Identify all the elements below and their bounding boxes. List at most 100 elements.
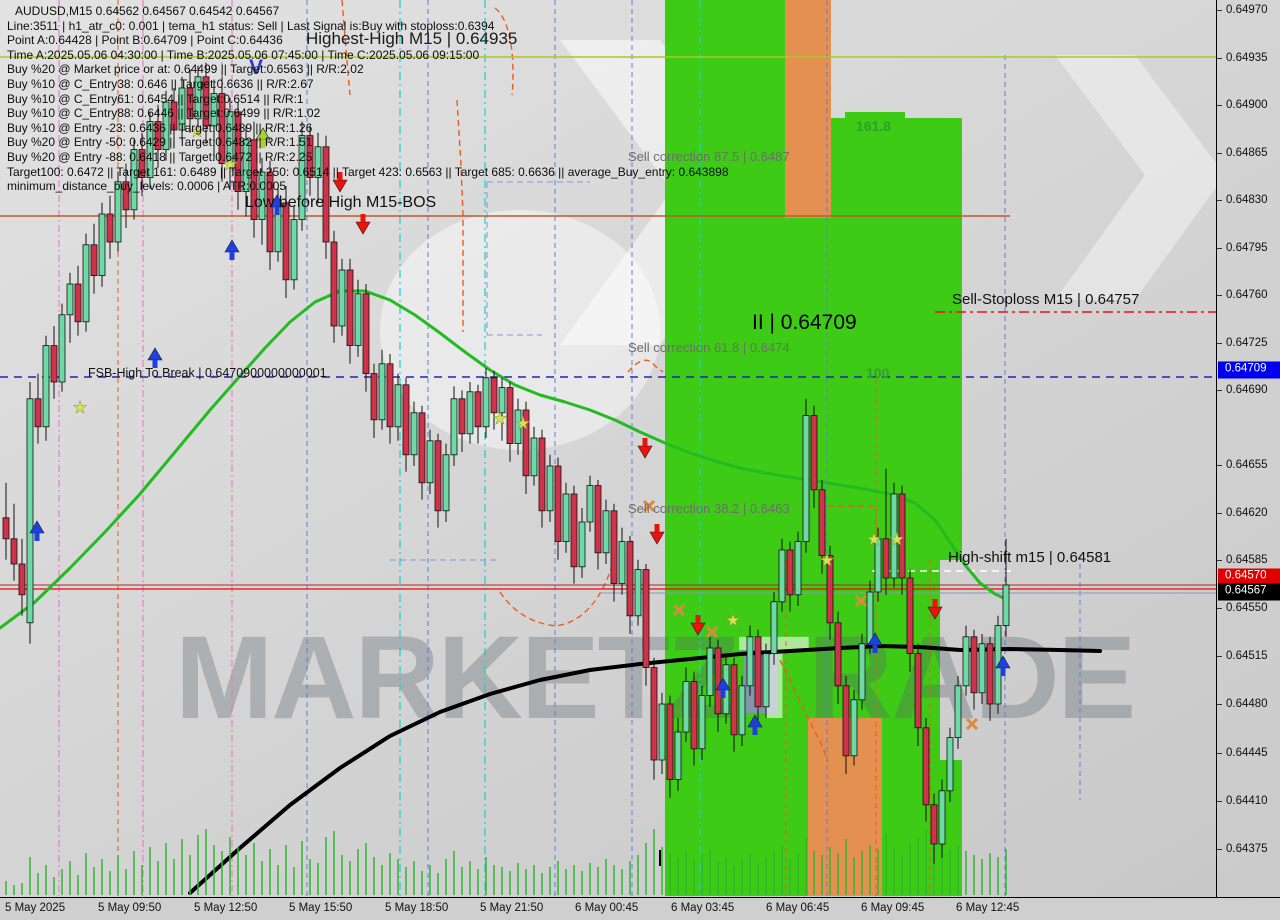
candle-bear — [282, 202, 290, 281]
candle-bull — [162, 101, 170, 150]
chart-canvas[interactable]: MARKETZTRADE★★★★★★★★★ Highest-High M15 |… — [0, 0, 1216, 897]
price-tick-label: 0.64865 — [1226, 147, 1268, 159]
candle-bear — [898, 493, 906, 579]
candle-bear — [690, 681, 698, 750]
time-tick-label: 6 May 09:45 — [861, 902, 925, 914]
candle-bull — [290, 219, 298, 281]
fib-zone — [665, 0, 785, 896]
candlestick-chart[interactable]: MARKETZTRADE★★★★★★★★★ — [0, 0, 1216, 897]
fsb-high-label: FSB-High To Break | 0.6470900000000001 — [88, 366, 327, 380]
ma-slow-line — [188, 644, 1102, 895]
candle-bull — [226, 111, 234, 165]
candle-bear — [906, 577, 914, 654]
candle-bull — [314, 146, 322, 179]
buy-arrow-stem — [274, 207, 280, 215]
info-line: Buy %10 @ Entry -23: 0.6436 || Target:0.… — [7, 120, 313, 135]
range-tick-mark — [659, 850, 661, 866]
candle-bear — [914, 653, 922, 729]
stop-trail-dash-line — [494, 7, 514, 96]
candle-bull — [618, 541, 626, 584]
candle-bull — [442, 454, 450, 512]
bg-sheen — [380, 210, 660, 450]
close-signal-x-icon — [965, 717, 979, 731]
price-tick-label: 0.64795 — [1226, 242, 1268, 254]
star-signal-icon: ★ — [725, 611, 740, 630]
price-tick-mark — [1217, 656, 1222, 657]
candle-bull — [978, 643, 986, 694]
info-line: Point A:0.64428 | Point B:0.64709 | Poin… — [7, 33, 283, 48]
price-tick-label: 0.64935 — [1226, 52, 1268, 64]
info-line: Buy %20 @ Entry -50: 0.6429 || Target:0.… — [7, 135, 313, 150]
candle-bear — [474, 391, 482, 428]
high-shift-label: High-shift m15 | 0.64581 — [948, 549, 1112, 566]
candle-bear — [362, 293, 370, 374]
candle-bear — [330, 241, 338, 327]
candle-bull — [338, 269, 346, 327]
sell-arrow-stem — [654, 524, 660, 532]
candle-bear — [322, 146, 330, 243]
candle-bull — [378, 363, 386, 421]
candle-bear — [50, 345, 58, 383]
price-tick-label: 0.64690 — [1226, 384, 1268, 396]
star-signal-icon: ★ — [222, 155, 237, 174]
candle-bull — [450, 398, 458, 456]
price-tick-label: 0.64655 — [1226, 459, 1268, 471]
candle-bull — [746, 636, 754, 687]
price-tick-label: 0.64445 — [1226, 747, 1268, 759]
candle-bear — [882, 538, 890, 579]
candle-bear — [922, 727, 930, 806]
fib-zone — [785, 0, 831, 218]
candle-bull — [778, 549, 786, 603]
time-tick-label: 5 May 18:50 — [385, 902, 449, 914]
sell-arrow-stem — [932, 599, 938, 607]
candle-bear — [986, 643, 994, 705]
buy-arrow-stem — [752, 727, 758, 735]
buy-arrow-stem — [720, 690, 726, 698]
star-signal-icon: ★ — [492, 409, 507, 428]
info-line: Buy %20 @ Entry -88: 0.6418 || Target:0.… — [7, 149, 313, 164]
price-tick-mark — [1217, 390, 1222, 391]
star-signal-icon: ★ — [189, 122, 204, 141]
candle-bull — [354, 293, 362, 346]
stop-trail-dash-line — [627, 359, 664, 373]
price-axis[interactable]: 0.64570 0.64567 0.64709 0.64970 0.64935 0.… — [1216, 0, 1280, 897]
price-tick-mark — [1217, 105, 1222, 106]
candle-bear — [386, 363, 394, 428]
info-line: Buy %10 @ C_Entry88: 0.6446 || Target:0.… — [7, 106, 321, 121]
star-signal-icon: ★ — [819, 551, 834, 570]
price-tick-mark — [1217, 849, 1222, 850]
candle-bear — [730, 664, 738, 736]
symbol-ohlc-title: AUDUSD,M15 0.64562 0.64567 0.64542 0.645… — [15, 4, 280, 18]
candle-bear — [370, 373, 378, 421]
candle-bull — [562, 493, 570, 542]
price-tick-mark — [1217, 58, 1222, 59]
candle-bear — [506, 387, 514, 445]
fib-100-label: 100 — [866, 365, 890, 381]
fib-zone — [845, 112, 905, 122]
candle-bull — [762, 653, 770, 708]
candle-bull — [946, 737, 954, 792]
info-line: Buy %10 @ C_Entry38: 0.646 || Target:0.6… — [7, 76, 314, 91]
stop-trail-dash-line — [779, 659, 829, 763]
big-level-label: II | 0.64709 — [752, 311, 857, 334]
candle-bear — [138, 149, 146, 179]
candle-bear — [10, 538, 18, 565]
price-tick-label: 0.64970 — [1226, 4, 1268, 16]
time-axis[interactable]: 5 May 2025 5 May 09:50 5 May 12:50 5 May 15… — [0, 897, 1280, 920]
price-tick-mark — [1217, 200, 1222, 201]
sell-stoploss-label: Sell-Stoploss M15 | 0.64757 — [952, 291, 1140, 308]
candle-bear — [930, 804, 938, 845]
candle-bear — [106, 213, 114, 243]
star-signal-icon: ★ — [889, 530, 904, 549]
price-tick-label: 0.64480 — [1226, 698, 1268, 710]
candle-bull — [498, 387, 506, 414]
candle-bull — [634, 569, 642, 617]
buy-arrow-stem — [152, 360, 158, 368]
candle-bear — [522, 409, 530, 477]
price-tag-level: 0.64709 — [1218, 361, 1280, 379]
price-tick-mark — [1217, 513, 1222, 514]
price-tick-mark — [1217, 608, 1222, 609]
candle-bull — [194, 76, 202, 120]
candle-bull — [874, 538, 882, 593]
